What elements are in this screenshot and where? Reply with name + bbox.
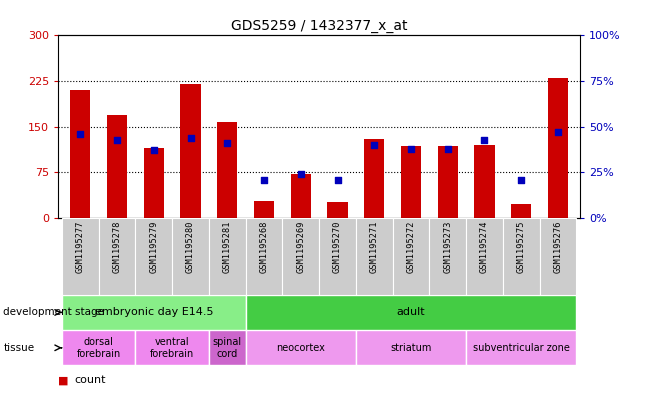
Text: GSM1195279: GSM1195279: [149, 220, 158, 273]
Point: [75, 131, 86, 137]
Bar: [246, 330, 356, 365]
Point: [480, 136, 490, 143]
Point: [112, 136, 122, 143]
Bar: [540, 218, 576, 295]
Bar: [180, 84, 201, 218]
Bar: [437, 146, 458, 218]
Bar: [393, 218, 430, 295]
Text: GSM1195277: GSM1195277: [76, 220, 85, 273]
Text: count: count: [75, 375, 106, 385]
Bar: [356, 218, 393, 295]
Text: neocortex: neocortex: [276, 343, 325, 353]
Point: [185, 134, 196, 141]
Bar: [172, 218, 209, 295]
Bar: [217, 122, 237, 218]
Bar: [254, 201, 274, 218]
Bar: [209, 330, 246, 365]
Point: [259, 176, 269, 183]
Text: GSM1195272: GSM1195272: [406, 220, 415, 273]
Point: [148, 147, 159, 154]
Bar: [70, 90, 91, 218]
Text: subventricular zone: subventricular zone: [473, 343, 570, 353]
Text: dorsal
forebrain: dorsal forebrain: [76, 337, 121, 358]
Bar: [135, 330, 209, 365]
Bar: [144, 148, 164, 218]
Text: GSM1195270: GSM1195270: [333, 220, 342, 273]
Bar: [246, 295, 576, 330]
Bar: [430, 218, 466, 295]
Text: GSM1195271: GSM1195271: [370, 220, 378, 273]
Bar: [364, 139, 384, 218]
Bar: [466, 218, 503, 295]
Text: development stage: development stage: [3, 307, 104, 318]
Text: ■: ■: [58, 375, 73, 385]
Text: GSM1195268: GSM1195268: [260, 220, 268, 273]
Bar: [401, 146, 421, 218]
Point: [443, 145, 453, 152]
Bar: [107, 115, 127, 218]
Text: GSM1195273: GSM1195273: [443, 220, 452, 273]
Bar: [135, 218, 172, 295]
Bar: [62, 330, 135, 365]
Point: [332, 176, 343, 183]
Bar: [474, 145, 494, 218]
Bar: [511, 204, 531, 218]
Text: GSM1195274: GSM1195274: [480, 220, 489, 273]
Bar: [466, 330, 576, 365]
Text: GSM1195278: GSM1195278: [113, 220, 122, 273]
Point: [369, 142, 380, 148]
Point: [406, 145, 416, 152]
Text: ventral
forebrain: ventral forebrain: [150, 337, 194, 358]
Text: embryonic day E14.5: embryonic day E14.5: [95, 307, 213, 318]
Bar: [209, 218, 246, 295]
Text: striatum: striatum: [390, 343, 432, 353]
Bar: [319, 218, 356, 295]
Text: GSM1195276: GSM1195276: [553, 220, 562, 273]
Point: [295, 171, 306, 177]
Text: GSM1195275: GSM1195275: [516, 220, 526, 273]
Bar: [548, 78, 568, 218]
Bar: [327, 202, 347, 218]
Bar: [62, 295, 246, 330]
Text: adult: adult: [397, 307, 425, 318]
Point: [222, 140, 233, 146]
Bar: [503, 218, 540, 295]
Title: GDS5259 / 1432377_x_at: GDS5259 / 1432377_x_at: [231, 19, 408, 33]
Bar: [291, 174, 311, 218]
Text: GSM1195281: GSM1195281: [223, 220, 232, 273]
Text: GSM1195280: GSM1195280: [186, 220, 195, 273]
Bar: [283, 218, 319, 295]
Text: spinal
cord: spinal cord: [213, 337, 242, 358]
Bar: [62, 218, 98, 295]
Bar: [356, 330, 466, 365]
Point: [516, 176, 526, 183]
Bar: [246, 218, 283, 295]
Point: [553, 129, 563, 135]
Bar: [98, 218, 135, 295]
Text: tissue: tissue: [3, 343, 34, 353]
Text: GSM1195269: GSM1195269: [296, 220, 305, 273]
